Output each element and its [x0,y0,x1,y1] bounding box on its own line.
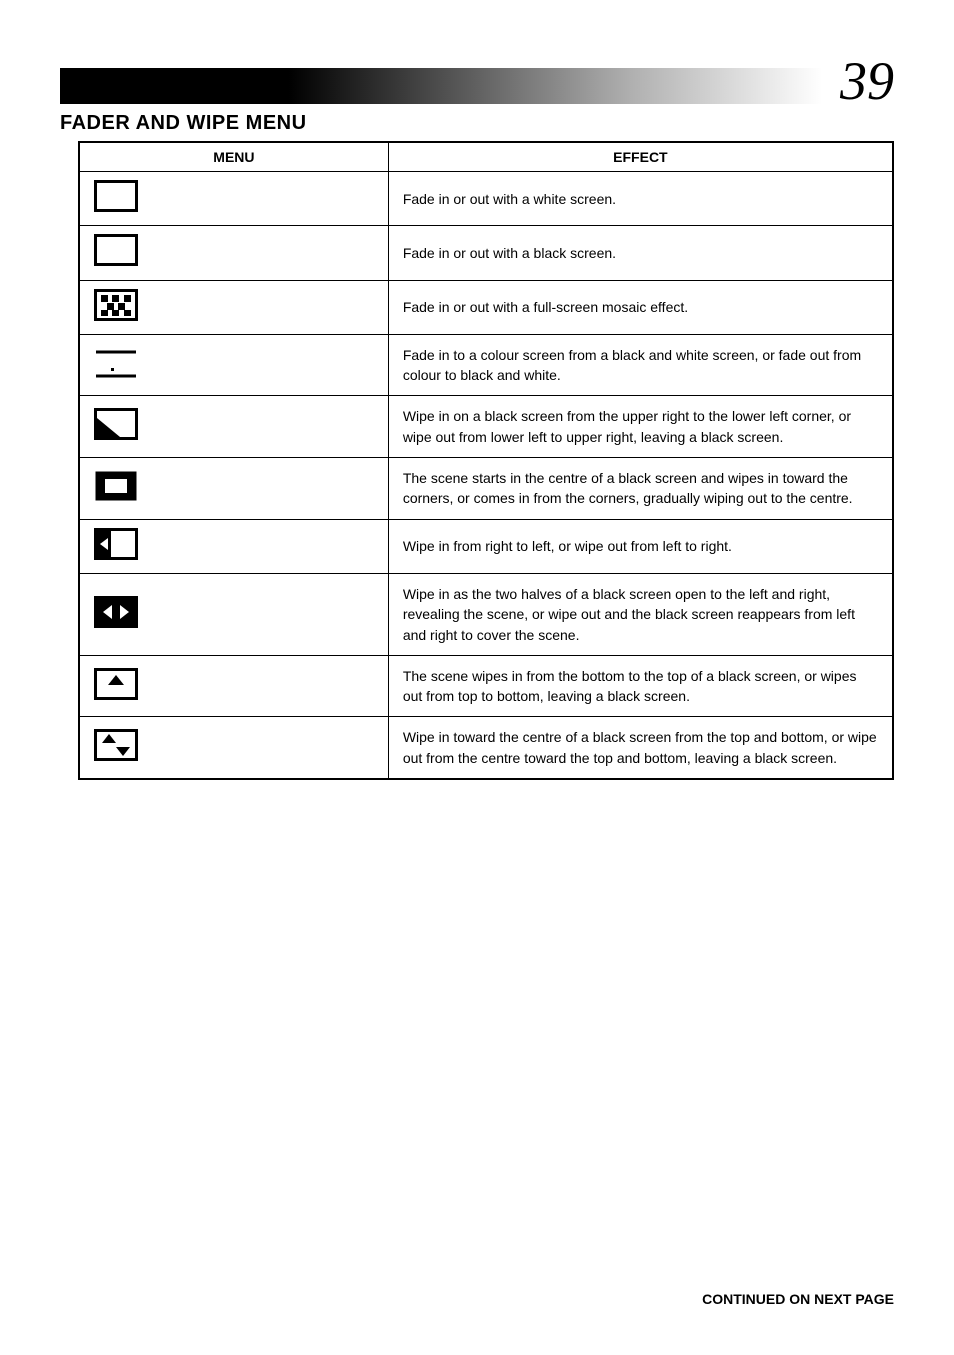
bw-split-icon [94,346,138,385]
diagonal-wipe-icon [94,408,138,445]
effect-text: Fade in or out with a black screen. [388,226,893,280]
table-row: The scene starts in the centre of a blac… [79,458,893,520]
effect-text: Fade in or out with a full-screen mosaic… [388,280,893,334]
table-row: Fade in or out with a white screen. [79,172,893,226]
white-rect-icon [94,180,138,217]
table-row: Fade in to a colour screen from a black … [79,334,893,396]
table-row: Wipe in as the two halves of a black scr… [79,573,893,655]
center-box-icon [94,470,138,507]
table-row: Fade in or out with a full-screen mosaic… [79,280,893,334]
black-outline-icon [94,234,138,271]
col-header-menu: MENU [79,142,388,172]
effect-text: Wipe in on a black screen from the upper… [388,396,893,458]
col-header-effect: EFFECT [388,142,893,172]
effect-text: The scene wipes in from the bottom to th… [388,655,893,717]
left-triangle-icon [94,528,138,565]
table-row: Wipe in toward the centre of a black scr… [79,717,893,779]
fader-wipe-table: MENU EFFECT Fade in or out with a white … [78,141,894,780]
section-title: FADER AND WIPE MENU [60,112,894,135]
table-row: Wipe in on a black screen from the upper… [79,396,893,458]
up-down-triangle-icon [94,729,138,766]
effect-text: Wipe in toward the centre of a black scr… [388,717,893,779]
header-bar: 39 [60,50,894,104]
mosaic-icon [94,289,138,326]
up-triangle-icon [94,668,138,705]
effect-text: The scene starts in the centre of a blac… [388,458,893,520]
page-number: 39 [840,54,894,108]
effect-text: Fade in or out with a white screen. [388,172,893,226]
header-stripe [60,68,822,104]
left-right-triangle-icon [94,596,138,633]
effect-text: Wipe in as the two halves of a black scr… [388,573,893,655]
effect-text: Fade in to a colour screen from a black … [388,334,893,396]
table-row: The scene wipes in from the bottom to th… [79,655,893,717]
table-row: Fade in or out with a black screen. [79,226,893,280]
effect-text: Wipe in from right to left, or wipe out … [388,519,893,573]
table-row: Wipe in from right to left, or wipe out … [79,519,893,573]
footer-continued: CONTINUED ON NEXT PAGE [702,1291,894,1307]
